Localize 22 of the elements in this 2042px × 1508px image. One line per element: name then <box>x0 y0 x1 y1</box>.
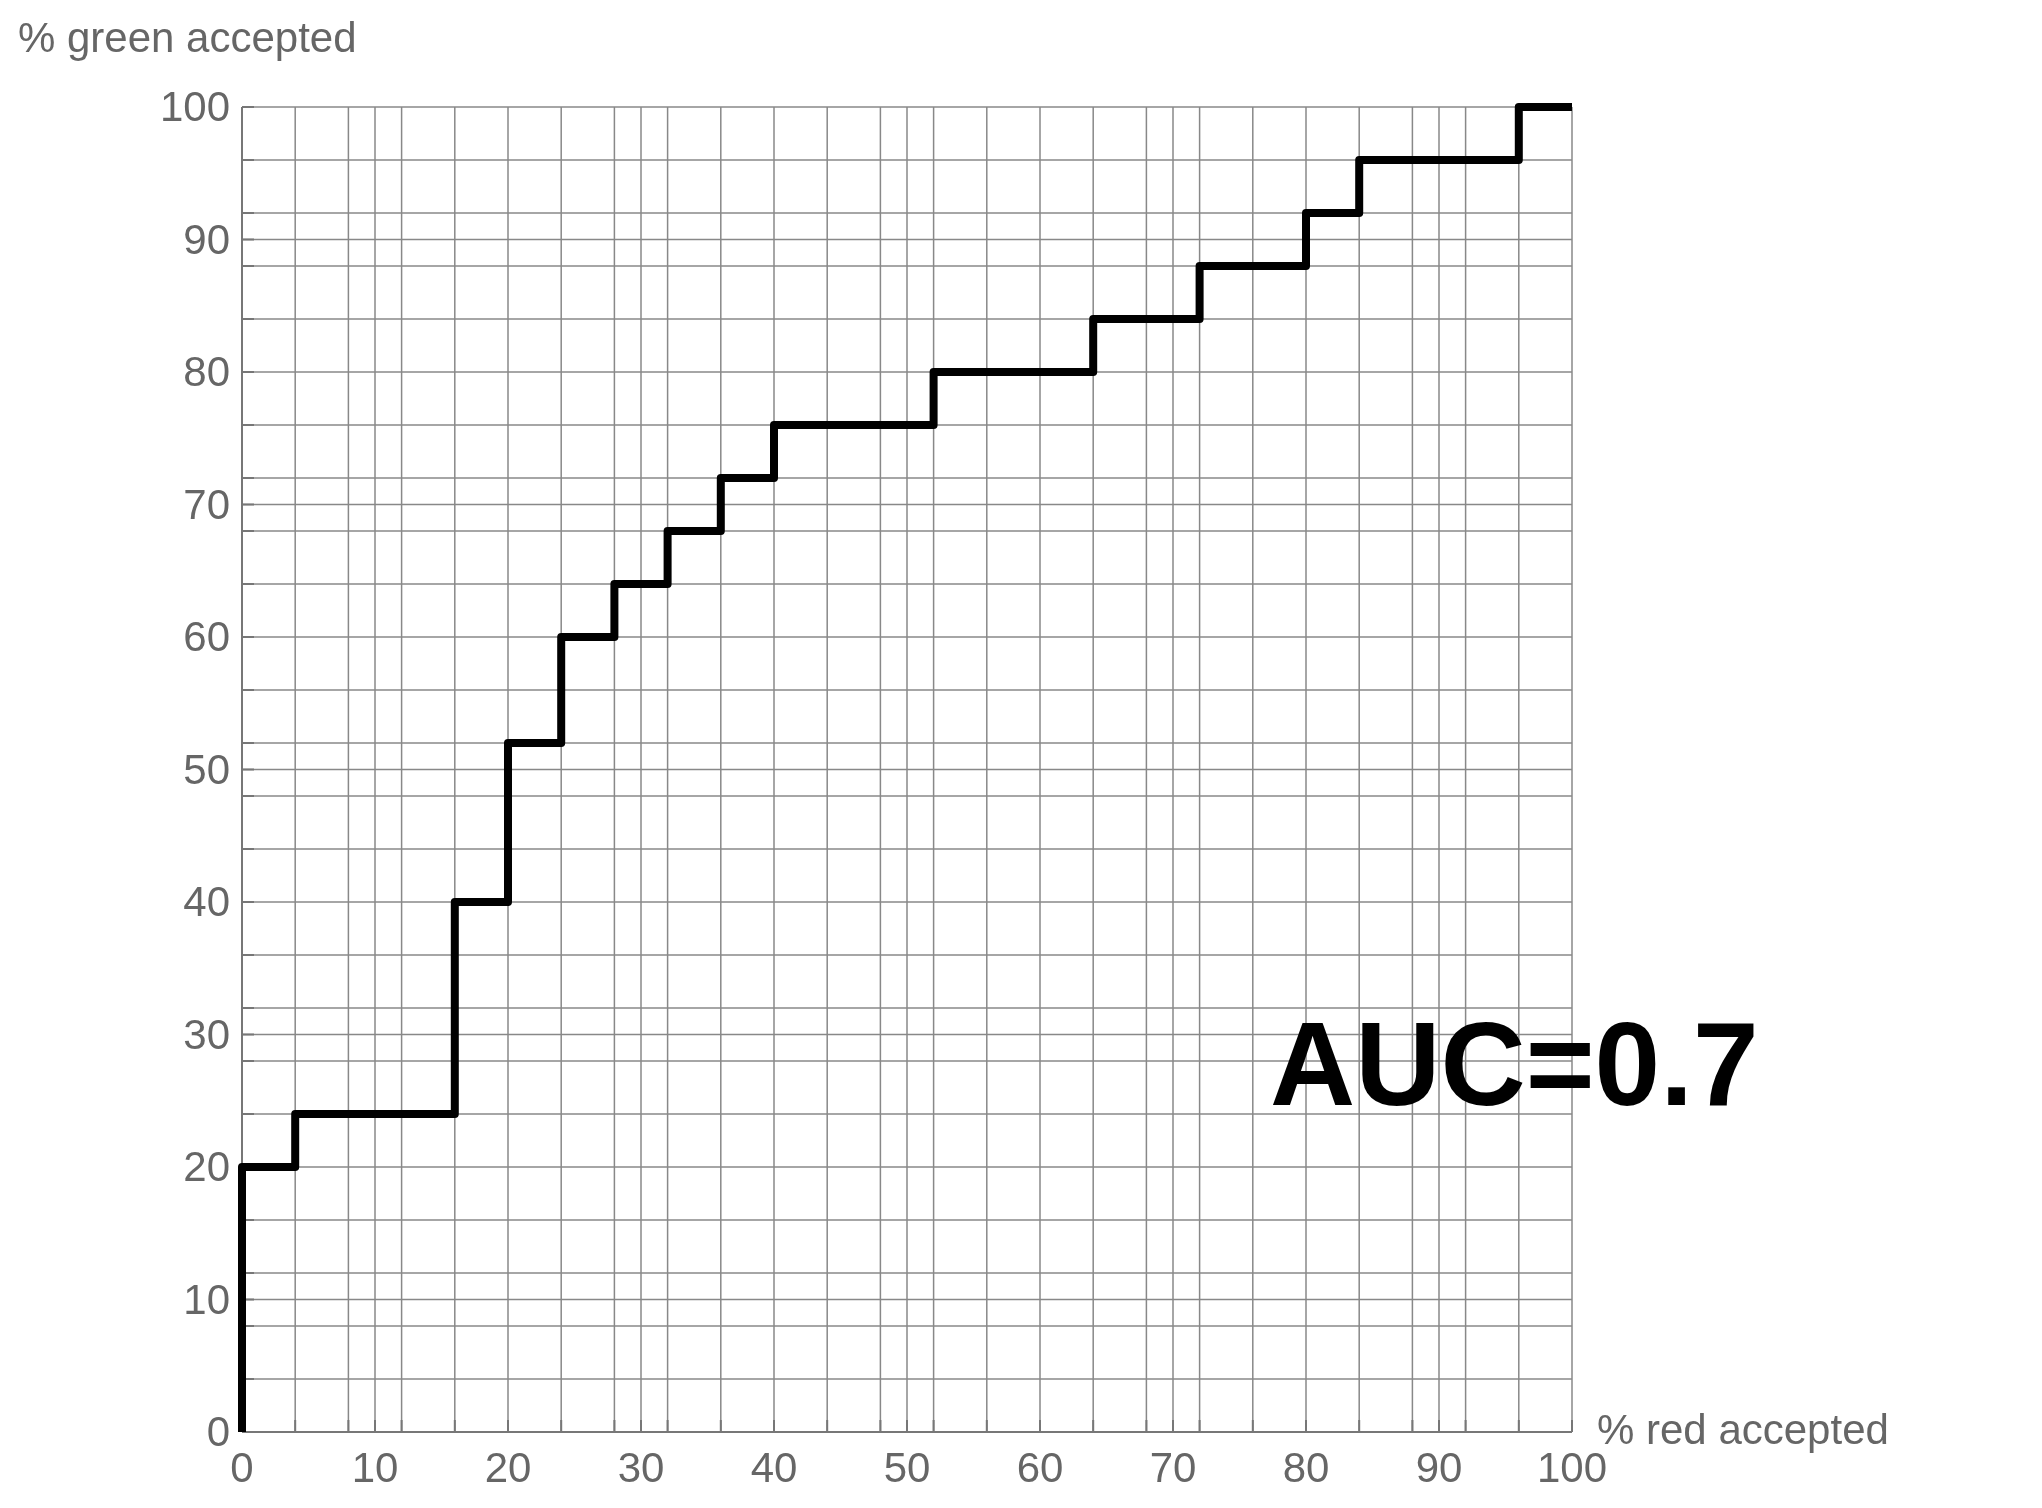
y-tick-label: 20 <box>183 1143 230 1190</box>
y-tick-label: 50 <box>183 745 230 793</box>
y-tick-label: 70 <box>183 480 230 528</box>
y-tick-label: 60 <box>183 613 230 660</box>
y-tick-label: 90 <box>183 215 230 263</box>
y-tick-label: 100 <box>159 83 230 130</box>
annotation: AUC=0.7 <box>1270 998 1759 1130</box>
y-tick-label: 40 <box>183 878 230 925</box>
x-tick-label: 10 <box>351 1444 399 1491</box>
x-tick-label: 40 <box>750 1444 798 1491</box>
x-tick-label: 60 <box>1016 1444 1064 1491</box>
x-tick-label: 30 <box>617 1444 665 1491</box>
x-tick-label: 80 <box>1282 1444 1330 1491</box>
y-tick-label: 30 <box>183 1010 230 1058</box>
x-tick-label: 90 <box>1415 1444 1463 1491</box>
y-tick-label: 80 <box>183 348 230 395</box>
x-tick-label: 20 <box>484 1444 532 1491</box>
y-axis-title: % green accepted <box>18 14 357 61</box>
y-tick-label: 0 <box>206 1408 230 1455</box>
y-tick-label: 10 <box>183 1275 230 1323</box>
x-tick-label: 70 <box>1149 1444 1197 1491</box>
x-tick-label: 50 <box>883 1444 931 1491</box>
